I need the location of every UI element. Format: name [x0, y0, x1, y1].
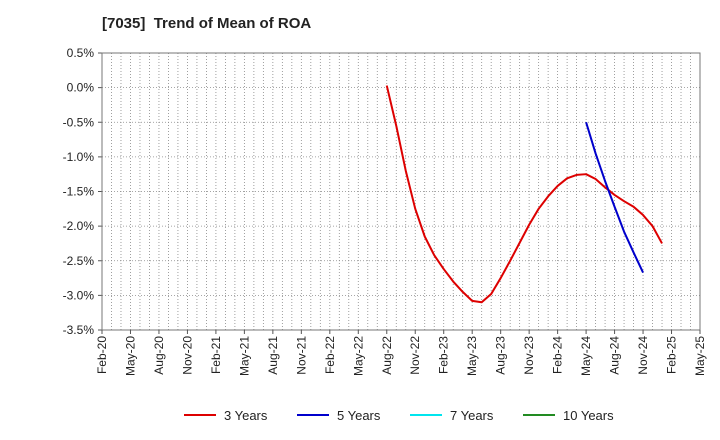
y-tick-label: -1.5% [63, 185, 95, 199]
x-tick-label: May-21 [237, 336, 251, 376]
x-tick-label: Feb-23 [437, 336, 451, 374]
legend-label-10-years: 10 Years [563, 408, 614, 423]
x-tick-label: Feb-25 [665, 336, 679, 374]
x-tick-label: May-20 [123, 336, 137, 376]
plot-area [101, 52, 701, 331]
y-tick-label: 0.5% [67, 46, 95, 60]
x-tick-label: Nov-21 [294, 336, 308, 375]
y-tick-label: -3.5% [63, 323, 95, 337]
x-tick-label: Aug-21 [266, 336, 280, 375]
y-tick-label: -2.5% [63, 254, 95, 268]
y-tick-label: 0.0% [67, 81, 95, 95]
y-tick-label: -0.5% [63, 115, 95, 129]
x-tick-label: Aug-22 [380, 336, 394, 375]
x-tick-label: Aug-24 [608, 336, 622, 375]
legend-label-5-years: 5 Years [337, 408, 381, 423]
x-tick-label: May-24 [579, 336, 593, 376]
y-tick-label: -3.0% [63, 288, 95, 302]
series-line-3-years [385, 85, 663, 304]
x-tick-label: Feb-22 [323, 336, 337, 374]
legend-label-3-years: 3 Years [224, 408, 268, 423]
y-tick-label: -1.0% [63, 150, 95, 164]
series-line-5-years [585, 121, 644, 273]
x-tick-label: May-25 [693, 336, 707, 376]
x-tick-label: Nov-22 [408, 336, 422, 375]
x-tick-label: Nov-24 [636, 336, 650, 375]
x-tick-label: Feb-24 [551, 336, 565, 374]
y-tick-label: -2.0% [63, 219, 95, 233]
legend-label-7-years: 7 Years [450, 408, 494, 423]
x-tick-label: Nov-23 [522, 336, 536, 375]
x-tick-label: May-23 [465, 336, 479, 376]
x-tick-label: May-22 [351, 336, 365, 376]
x-tick-label: Aug-23 [494, 336, 508, 375]
x-tick-label: Feb-21 [209, 336, 223, 374]
x-tick-label: Nov-20 [180, 336, 194, 375]
x-tick-label: Feb-20 [95, 336, 109, 374]
chart-title: [7035] Trend of Mean of ROA [102, 15, 312, 32]
x-tick-label: Aug-20 [152, 336, 166, 375]
